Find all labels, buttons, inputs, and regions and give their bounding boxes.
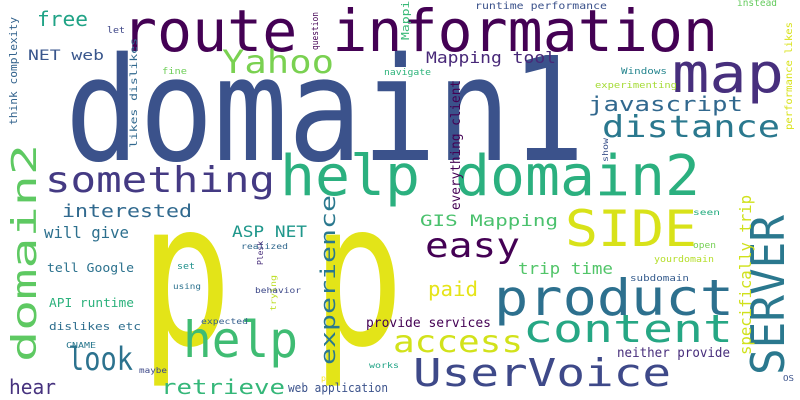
word-experience: experience: [316, 195, 340, 365]
word-neither-provide: neither provide: [617, 346, 730, 362]
word-fine: fine: [162, 67, 187, 78]
word-mapping: Mapping: [399, 0, 412, 41]
word-content: content: [523, 306, 733, 351]
word-route-information: route information: [122, 0, 718, 65]
word-everything-client: everything client: [449, 80, 464, 210]
word-access: access: [393, 325, 523, 361]
word-realized: realized: [241, 241, 288, 251]
word-p-small: p: [321, 373, 326, 383]
word-paid: paid: [428, 276, 478, 301]
word-yahoo: Yahoo: [222, 43, 334, 82]
word-net-web: NET web: [28, 48, 104, 65]
word-map: map: [672, 41, 784, 105]
word-let: let: [107, 26, 125, 37]
word-side: SIDE: [565, 200, 697, 258]
word-p-large-right: p: [312, 159, 404, 392]
word-experimenting: experimenting: [595, 81, 677, 92]
word-asp-net: ASP NET: [232, 222, 307, 242]
word-hear: hear: [9, 374, 56, 399]
word-trip-time: trip time: [518, 259, 613, 279]
word-product: product: [494, 269, 734, 327]
word-free: free: [37, 6, 88, 31]
word-expected: expected: [201, 316, 248, 326]
word-instead: instead: [737, 0, 777, 10]
word-domain1: domain1: [65, 26, 585, 195]
word-runtime-performance: runtime performance: [475, 1, 607, 13]
word-will-give: will give: [44, 223, 129, 243]
word-something: something: [45, 159, 275, 201]
word-open: open: [693, 241, 716, 252]
word-think-complexity: think complexity: [7, 17, 20, 126]
word-specifically-trip: specifically trip: [736, 195, 755, 355]
word-windows: Windows: [621, 67, 667, 78]
word-gis-mapping: GIS Mapping: [420, 211, 558, 231]
word-provide-services: provide services: [366, 316, 491, 332]
word-javascript: javascript: [588, 91, 743, 116]
word-domain2: domain2: [5, 144, 45, 362]
word-os: OS: [783, 373, 794, 383]
word-web-application: web application: [288, 381, 388, 396]
word-set: set: [177, 262, 195, 273]
word-easy: easy: [425, 225, 520, 266]
word-look: look: [68, 340, 133, 379]
word-retrieve: retrieve: [161, 374, 285, 399]
word-tell-google: tell Google: [47, 261, 134, 276]
word-behavior: behavior: [255, 285, 301, 295]
word-uservoice: UserVoice: [413, 350, 671, 395]
word-question: question: [311, 11, 321, 50]
word-seen: seen: [693, 207, 720, 217]
word-works: works: [369, 360, 399, 370]
word-p-large-left: p: [140, 159, 232, 392]
word-help-domain2: help domain2: [280, 143, 700, 209]
word-cname: CNAME: [66, 340, 96, 350]
word-navigate: navigate: [384, 68, 431, 79]
word-help: help: [183, 311, 298, 369]
word-using: using: [173, 281, 201, 291]
word-dislikes-etc: dislikes etc: [49, 320, 141, 334]
word-plesk: Plesk: [256, 241, 265, 265]
word-mapping-tool: Mapping tool: [426, 48, 556, 68]
word-interested: interested: [62, 200, 192, 222]
word-subdomain: subdomain: [630, 274, 689, 285]
word-performance-likes: performance likes: [784, 22, 795, 130]
word-likes-dislikes: likes dislikes: [129, 38, 140, 148]
word-yourdomain: yourdomain: [654, 255, 714, 266]
word-maybe: maybe: [139, 365, 167, 375]
word-api-runtime: API runtime: [49, 296, 134, 311]
word-distance: distance: [602, 110, 780, 146]
word-show: show: [601, 138, 610, 162]
